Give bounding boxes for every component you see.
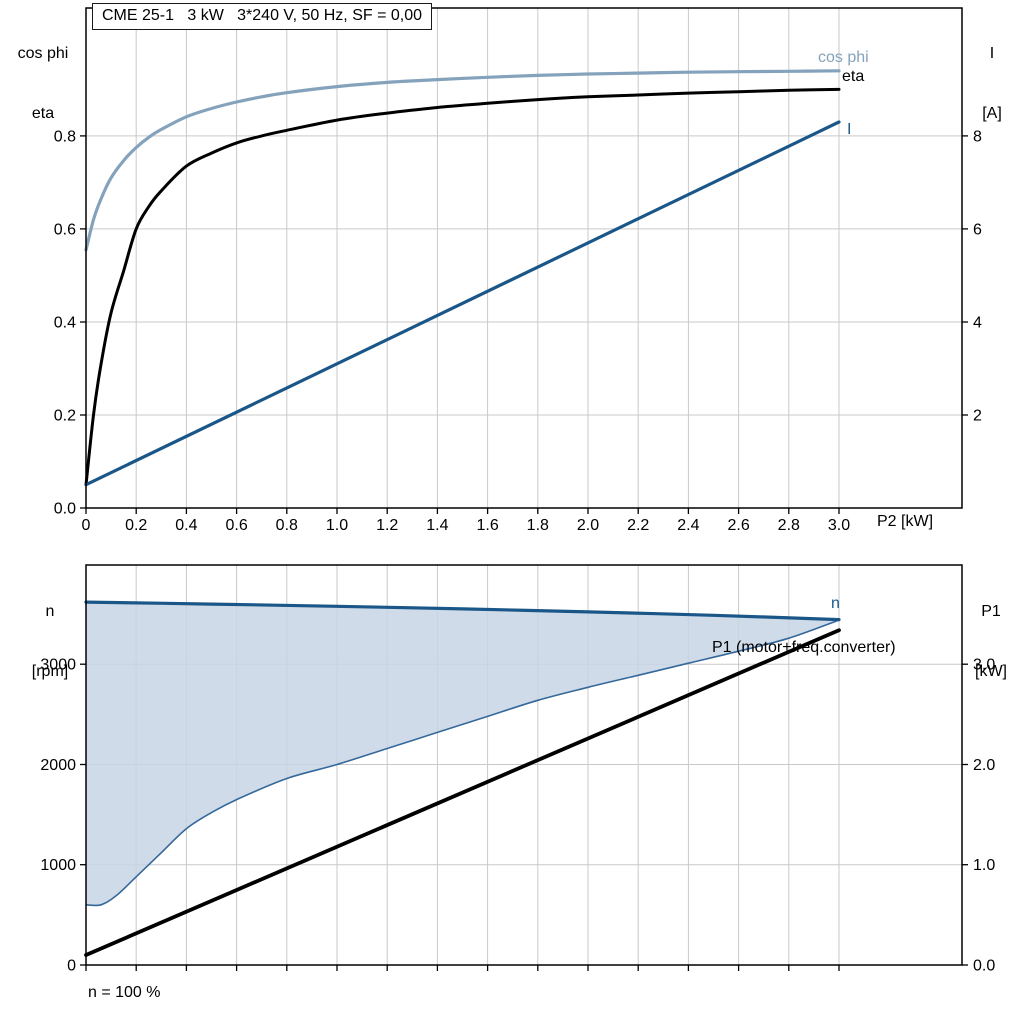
left-axis-title-top: cos phi eta — [6, 4, 80, 164]
left-axis-title-bottom-line2: [rpm] — [31, 663, 69, 680]
tick-label: 2.2 — [627, 517, 649, 534]
series-cos-phi — [84, 69, 841, 252]
tick-label: 0.8 — [54, 128, 76, 145]
footnote: n = 100 % — [88, 984, 161, 1001]
tick-label: 3000 — [40, 657, 76, 674]
right-axis-title-bottom-line1: P1 — [981, 603, 1001, 620]
p1-curve-label: P1 (motor+freq.converter) — [712, 639, 896, 656]
tick-label: 0 — [67, 958, 76, 975]
n-range-lower-line — [85, 619, 840, 907]
speed-curve-label: n — [831, 595, 840, 612]
tick-label: 0.0 — [973, 958, 995, 975]
tick-label: 0.2 — [54, 408, 76, 425]
tick-label: 2.0 — [973, 757, 995, 774]
right-axis-title-line2: [A] — [982, 105, 1002, 122]
tick-label: 1.8 — [527, 517, 549, 534]
tick-label: 8 — [973, 128, 982, 145]
tick-label: 3.0 — [828, 517, 850, 534]
left-axis-title-line2: eta — [31, 105, 55, 122]
tick-label: 2.8 — [778, 517, 800, 534]
left-axis-title-line1: cos phi — [17, 45, 69, 62]
left-axis-title-bottom: n [rpm] — [20, 562, 80, 722]
tick-label: 4 — [973, 315, 982, 332]
chart-0: 0 0.2 0.4 0.6 0.8 1.0 1.2 1.4 1.6 1.8 2.0 2.2 2.4 2.6… — [54, 7, 982, 534]
current-curve-label: I — [847, 121, 852, 138]
tick-label: 1000 — [40, 857, 76, 874]
tick-label: 2.4 — [677, 517, 699, 534]
tick-labels: 0 1000 2000 3000 0.0 1.0 2.0 3.0 — [40, 657, 995, 975]
tick-label: 1.6 — [476, 517, 498, 534]
right-axis-title-top: I [A] — [966, 4, 1018, 164]
tick-label: 2.6 — [727, 517, 749, 534]
x-axis-label: P2 [kW] — [877, 513, 934, 530]
tick-label: 0.2 — [125, 517, 147, 534]
n-range-area — [86, 602, 839, 906]
eta-curve-label: eta — [842, 68, 865, 85]
tick-label: 2000 — [40, 757, 76, 774]
tick-label: 1.0 — [326, 517, 348, 534]
right-axis-title-line1: I — [989, 45, 995, 62]
series-p1-motor-freq-converter — [84, 628, 841, 957]
tick-labels: 0 0.2 0.4 0.6 0.8 1.0 1.2 1.4 1.6 1.8 2.0 2.2 2.4 2.6… — [54, 128, 982, 534]
tick-label: 0.6 — [225, 517, 247, 534]
right-axis-title-bottom-line2: [kW] — [975, 663, 1007, 680]
series-i — [84, 120, 841, 487]
series-n — [84, 600, 841, 622]
tick-label: 2.0 — [577, 517, 599, 534]
tick-label: 2 — [973, 408, 982, 425]
tick-label: 0.4 — [54, 315, 76, 332]
plot-frame — [85, 7, 963, 509]
series-eta — [84, 87, 841, 487]
tick-label: 0.4 — [175, 517, 197, 534]
chart-title: CME 25-1 3 kW 3*240 V, 50 Hz, SF = 0,00 — [92, 3, 433, 30]
tick-label: 6 — [973, 221, 982, 238]
tick-label: 0 — [82, 517, 91, 534]
chart-1: 0 1000 2000 3000 0.0 1.0 2.0 3.0 — [40, 564, 995, 975]
tick-label: 0.8 — [276, 517, 298, 534]
tick-label: 1.2 — [376, 517, 398, 534]
tick-label: 0.0 — [54, 501, 76, 518]
tick-label: 0.6 — [54, 221, 76, 238]
tick-label: 1.0 — [973, 857, 995, 874]
right-axis-title-bottom: P1 [kW] — [964, 562, 1018, 722]
tick-label: 3.0 — [973, 657, 995, 674]
tick-marks — [80, 663, 968, 971]
cosphi-curve-label: cos phi — [818, 49, 869, 66]
tick-label: 1.4 — [426, 517, 448, 534]
tick-marks — [80, 135, 968, 514]
gridlines — [86, 8, 962, 508]
left-axis-title-bottom-line1: n — [45, 603, 55, 620]
